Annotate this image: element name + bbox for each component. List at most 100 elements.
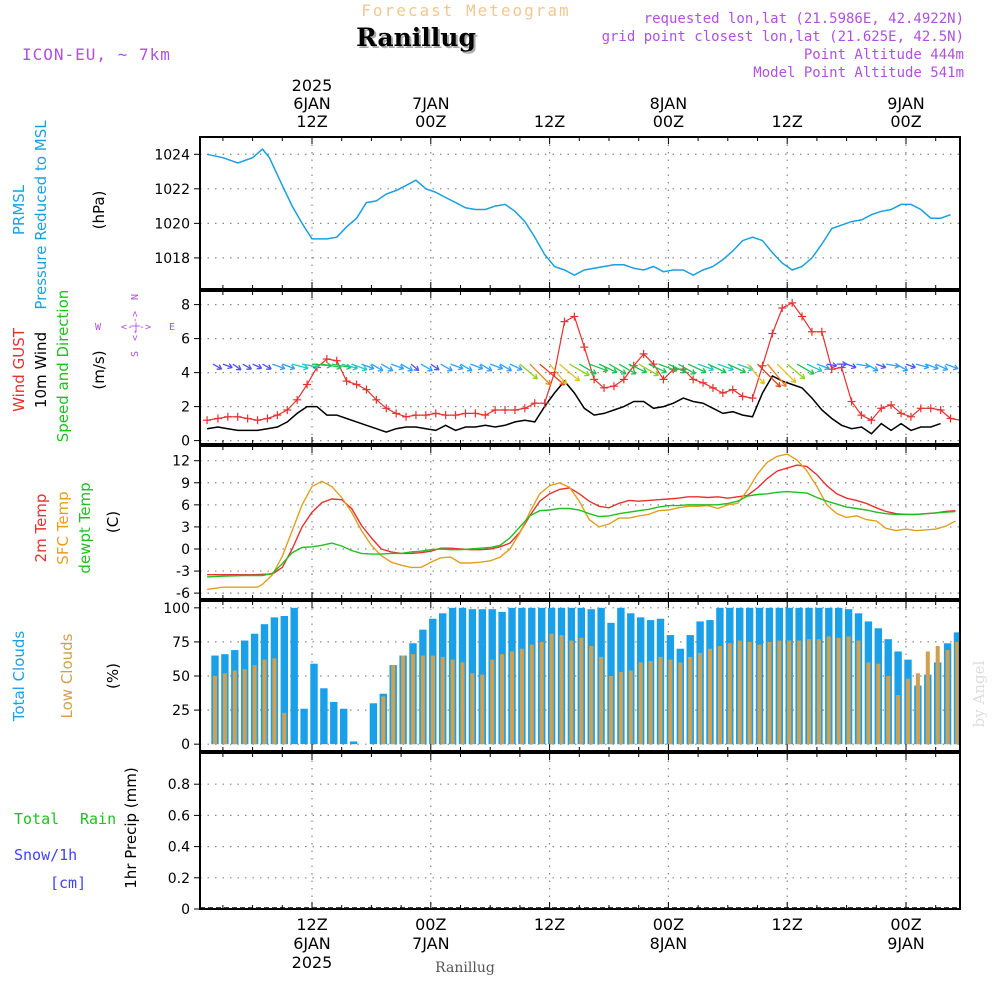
temp-dewpt-label: dewpt Temp	[76, 482, 94, 573]
wind-arrow	[380, 363, 394, 372]
wind-arrow-shaft	[687, 363, 707, 373]
temp-2m-label: 2m Temp	[32, 494, 50, 563]
wind-arrow-head	[303, 367, 309, 371]
ytick-label: 0	[181, 434, 190, 450]
wind-arrow-head	[661, 371, 667, 374]
wind-arrow-head	[457, 367, 464, 371]
wind-arrow-head	[613, 367, 618, 373]
wind-arrow	[776, 363, 797, 384]
wind-arrow-shaft	[866, 363, 879, 372]
ytick-label: 8	[181, 298, 190, 314]
wind-arrow-shaft	[559, 363, 580, 382]
low-cloud-bar	[282, 712, 287, 745]
wind-arrow-head	[832, 362, 838, 367]
wind-gust-line	[207, 302, 960, 421]
wind-arrow-head	[398, 367, 404, 371]
total-cloud-bar	[340, 708, 348, 745]
gust-marker	[906, 412, 915, 421]
wind-arrow-head	[742, 367, 747, 373]
wind-arrow-head	[258, 363, 263, 369]
low-cloud-bar	[757, 644, 762, 745]
gust-marker	[501, 406, 510, 414]
low-cloud-bar	[262, 659, 267, 745]
gust-marker	[748, 394, 757, 403]
wind-arrow-shaft	[905, 363, 916, 369]
temp-2m-line	[207, 464, 956, 576]
wind-arrow-shaft	[301, 363, 319, 368]
gust-marker	[421, 411, 430, 420]
wind-arrow-shaft	[509, 363, 523, 371]
gust-marker	[372, 395, 381, 404]
wind-gust-label: Wind GUST	[10, 327, 28, 412]
wind-arrow-shaft	[925, 363, 939, 370]
wind-arrow-head	[346, 366, 352, 370]
wind-arrow-shaft	[321, 363, 342, 369]
wind-arrow	[757, 363, 782, 388]
ytick-label: 4	[181, 366, 190, 382]
wind-arrow	[905, 363, 916, 370]
top-time-label: 8JAN	[650, 94, 688, 113]
wind-arrow-head	[954, 364, 959, 370]
wind-arrow-shaft	[648, 363, 667, 373]
wind-arrow-shaft	[717, 363, 734, 371]
low-cloud-bar	[945, 650, 950, 745]
wind-arrow-head	[700, 371, 707, 374]
wind-arrow-head	[532, 377, 538, 380]
bottom-time-label: 7JAN	[412, 934, 450, 953]
chart-title: Forecast Meteogram	[361, 1, 570, 20]
wind-arrow	[400, 363, 414, 372]
snow-unit-label: [cm]	[50, 874, 86, 892]
wind-arrow	[470, 363, 484, 371]
wind-arrow	[479, 363, 493, 372]
low-cloud-bar	[787, 640, 792, 745]
wind-arrow-head	[218, 364, 223, 370]
low-cloud-bar	[618, 671, 623, 745]
wind-arrow-shaft	[282, 363, 295, 370]
wind-arrow-shaft	[252, 363, 262, 369]
wind-arrow-head	[720, 371, 726, 374]
wind-arrow	[430, 363, 440, 371]
wind-arrow-head	[762, 378, 765, 385]
bottom-time-label: 00Z	[890, 915, 921, 934]
wind-arrow-shaft	[598, 363, 618, 373]
gust-marker	[322, 355, 331, 363]
gust-marker	[273, 411, 282, 420]
gust-marker	[263, 414, 272, 423]
gust-marker	[788, 298, 797, 307]
wind-arrow-shaft	[410, 363, 420, 372]
wind-arrow-head	[904, 366, 909, 372]
wind-arrow	[886, 362, 900, 369]
wind-arrow	[846, 363, 857, 370]
wind-arrow-head	[352, 367, 358, 371]
wind-arrow-head	[790, 380, 796, 384]
wind-arrow	[876, 363, 887, 370]
gust-marker	[867, 416, 876, 425]
wind-arrow-shaft	[826, 363, 837, 367]
wind-arrow-head	[561, 381, 567, 385]
wind-arrow	[489, 363, 504, 371]
ytick-label: 0	[181, 902, 190, 918]
wind-arrow-head	[934, 364, 939, 370]
wind-arrow-shaft	[747, 363, 765, 385]
wind-arrow-head	[289, 367, 295, 371]
snow-label: Snow/1h	[14, 846, 77, 864]
low-cloud-bar	[410, 654, 416, 745]
gust-marker	[362, 385, 371, 394]
wind-arrow	[272, 363, 286, 371]
wind-arrow	[519, 363, 538, 380]
bottom-time-label: 12Z	[296, 915, 327, 934]
wind-arrow	[895, 363, 909, 372]
gust-marker	[580, 343, 589, 352]
low-cloud-bar	[450, 659, 455, 745]
wind-arrow-shaft	[400, 363, 413, 372]
wind-arrow-head	[389, 366, 394, 372]
bottom-time-label: 8JAN	[650, 934, 688, 953]
ytick-label: -3	[176, 564, 190, 580]
ytick-label: 1024	[154, 147, 190, 163]
total-cloud-bar	[290, 607, 298, 745]
low-cloud-bar	[539, 641, 544, 745]
low-cloud-bar	[915, 673, 920, 745]
wind-arrow	[668, 363, 687, 374]
low-cloud-bar	[391, 665, 396, 745]
location-title: Ranillug	[358, 25, 478, 54]
